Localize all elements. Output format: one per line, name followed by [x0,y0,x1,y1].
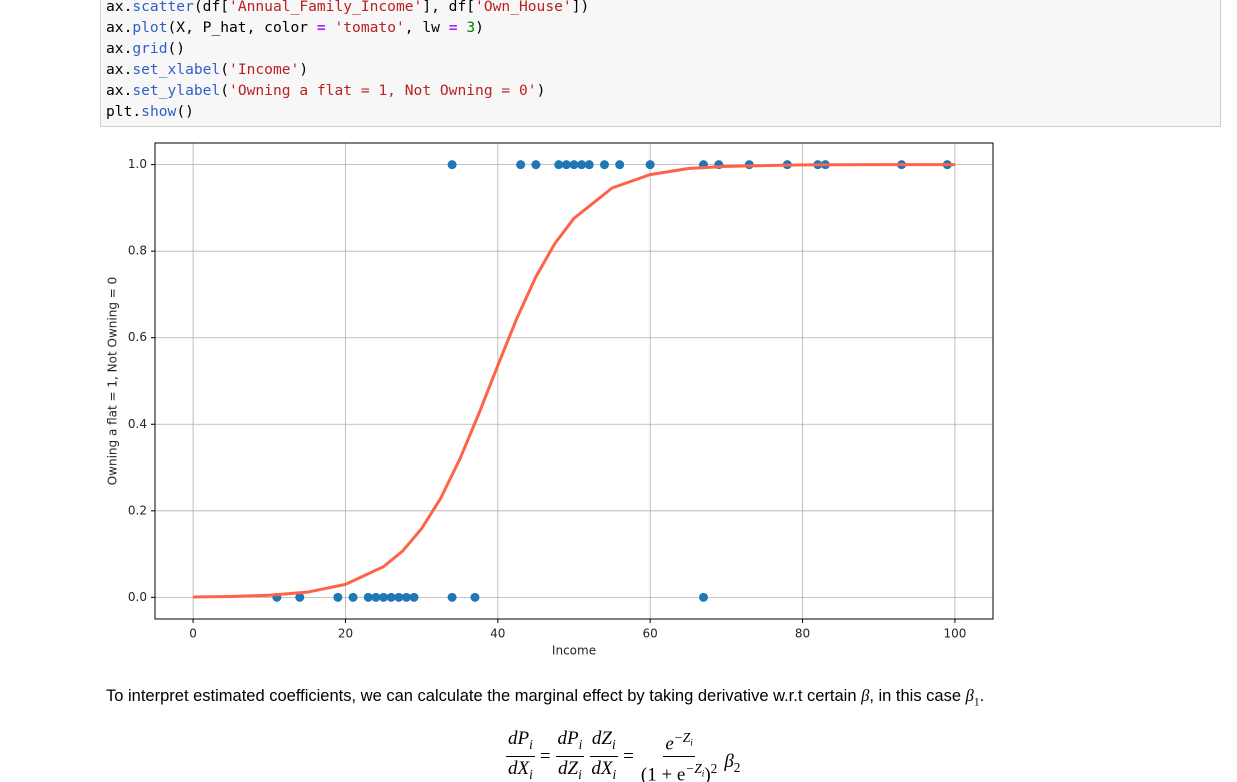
scatter-point [569,160,579,170]
chart: 0 20 40 60 80 100 0.0 0.2 0.4 0.6 0.8 1.0 Income Owni… [106,142,994,658]
y-axis-label: Owning a flat = 1, Not Owning = 0 [106,277,120,486]
code-token: 'Annual_Family_Income' [229,0,423,15]
math: = [539,745,551,767]
math: ) [704,764,711,782]
scatter-point [561,160,571,170]
scatter-point [599,160,609,170]
x-tick-label: 20 [338,627,353,641]
math: i [701,769,705,780]
y-tick-label: 1.0 [128,157,147,171]
code-token: 'Owning a flat = 1, Not Owning = 0' [229,82,537,99]
scatter-point [584,160,594,170]
x-tick-label: 80 [795,627,810,641]
scatter-point [379,592,389,602]
x-tick-label: 60 [643,627,658,641]
math: β [724,751,734,773]
y-tick-label: 0.4 [128,417,147,431]
math: −Z [673,730,691,745]
y-tick-label: 0.8 [128,244,147,258]
scatter-point [394,592,404,602]
code-token: set_xlabel [132,61,221,78]
code-token: 'Own_House' [475,0,572,15]
y-tick-label: 0.2 [128,503,147,517]
code-token: grid [132,40,168,57]
scatter-point [348,592,358,602]
x-axis-label: Income [552,644,596,658]
math: dP [508,727,530,749]
code-token: show [141,103,177,120]
math: i [690,738,693,749]
code-line: ax.set_ylabel('Owning a flat = 1, Not Ow… [106,82,546,99]
math: e [665,733,674,755]
math: i [529,736,533,752]
text: , in this case [869,687,966,705]
axes-frame [154,142,994,620]
scatter-point [447,160,457,170]
scatter-point [447,592,457,602]
math: i [612,767,617,782]
math: dZ [591,727,612,749]
math: (1 + e [640,764,686,782]
math: 2 [710,761,718,777]
scatter-point [401,592,411,602]
scatter-point [333,592,343,602]
math: i [611,736,616,752]
formula: dPi dXi = dPi dZi dZi dXi = e−Zi (1 + e−Zi)2… [506,726,740,782]
paragraph: To interpret estimated coefficients, we … [106,686,984,708]
y-tick-label: 0.0 [128,590,147,604]
math: β [965,686,974,705]
scatter-point [363,592,373,602]
code-line: ax.plot(X, P_hat, color = 'tomato', lw =… [106,19,484,36]
code-token: scatter [132,0,194,15]
math: dX [591,758,613,780]
math: i [529,767,533,782]
code-line: plt.show() [106,103,194,120]
scatter-point [577,160,587,170]
code-token: = [316,19,326,36]
scatter-point [371,592,381,602]
x-tick-label: 0 [189,627,197,641]
math: −Z [685,761,702,777]
scatter-point [470,592,480,602]
math: 1 [973,696,980,709]
code-line: ax.scatter(df['Annual_Family_Income'], d… [106,0,590,15]
x-tick-label: 40 [490,627,505,641]
fraction: e−Zi (1 + e−Zi)2 [639,726,719,782]
scatter-point [409,592,419,602]
code-token: 3 [466,19,476,36]
y-tick-label: 0.6 [128,330,147,344]
code-line: ax.set_xlabel('Income') [106,61,309,78]
math: 2 [733,760,741,776]
scatter-point [554,160,564,170]
text: . [979,687,985,705]
scatter-point [516,160,526,170]
math: dX [508,758,530,780]
math: i [578,736,583,752]
code-line: ax.grid() [106,40,186,57]
scatter-point [295,592,305,602]
code-token: 'Income' [229,61,300,78]
scatter-point [699,592,709,602]
math: i [578,767,582,782]
math: β [861,686,870,705]
math: = [623,745,634,767]
fraction: dZi dXi [589,727,618,782]
scatter-point [531,160,541,170]
scatter-point [386,592,396,602]
code-cell[interactable]: ax.scatter(df['Annual_Family_Income'], d… [100,0,1221,127]
code-token: plot [132,19,168,36]
math: dP [557,727,579,749]
text: To interpret estimated coefficients, we … [106,687,862,705]
fraction: dPi dZi [555,727,585,782]
fitted-line [193,163,955,599]
math: dZ [558,758,579,780]
fraction: dPi dXi [506,727,535,782]
code-token: set_ylabel [132,82,221,99]
code-token: 'tomato' [334,19,405,36]
code-token: = [448,19,458,36]
scatter-point [645,160,655,170]
scatter-point [615,160,625,170]
x-tick-label: 100 [943,627,966,641]
